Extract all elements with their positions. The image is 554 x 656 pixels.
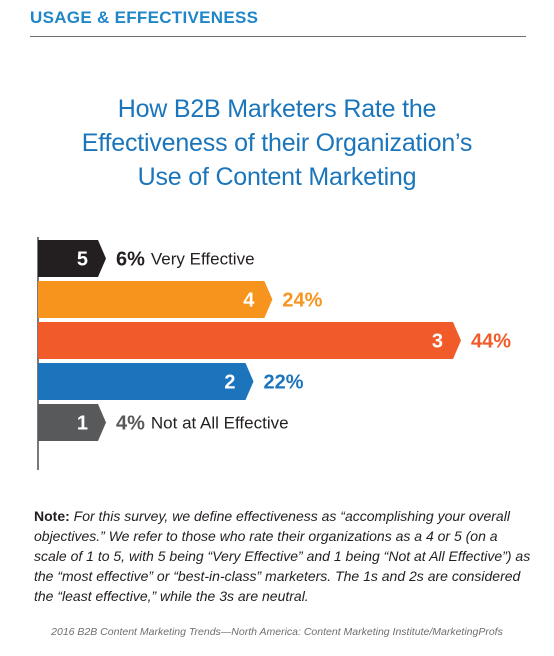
bar-5 [38,240,106,277]
chart-title-line-2: Effectiveness of their Organization’s [81,129,473,157]
section-header: USAGE & EFFECTIVENESS [30,8,259,27]
bar-3 [38,322,461,359]
note-label: Note: [34,508,70,524]
bar-value-label: 6% [116,249,145,271]
chart-title: How B2B Marketers Rate the Effectiveness… [20,92,534,194]
header-divider [30,36,526,37]
bar-2 [38,363,254,400]
source-citation: 2016 B2B Content Marketing Trends—North … [51,626,503,638]
bar-category-label: 3 [432,331,443,353]
chart-title-line-3: Use of Content Marketing [137,163,417,191]
note-text: For this survey, we define effectiveness… [34,508,531,604]
bar-value-label: 24% [282,290,322,312]
survey-note: Note: For this survey, we define effecti… [34,506,534,606]
bar-value-label: 44% [471,331,511,353]
chart-title-line-1: How B2B Marketers Rate the [117,95,437,123]
bar-description-label: Very Effective [151,250,255,269]
bar-1 [38,404,106,441]
bar-value-label: 4% [116,413,145,435]
bar-category-label: 2 [224,372,235,394]
bar-category-label: 4 [243,290,255,312]
bar-value-label: 22% [264,372,304,394]
bar-category-label: 1 [77,413,88,435]
bar-4 [38,281,273,318]
bar-category-label: 5 [77,249,88,271]
bar-description-label: Not at All Effective [151,414,289,433]
